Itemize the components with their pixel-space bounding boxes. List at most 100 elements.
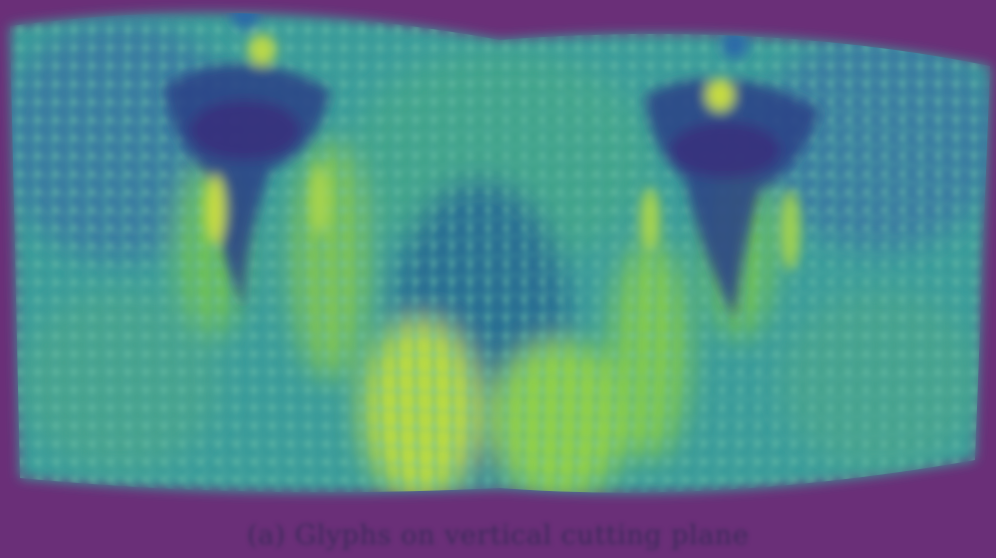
- glyph-dot: [845, 27, 851, 33]
- glyph-dot: [899, 477, 905, 483]
- glyph-dot: [575, 297, 581, 303]
- glyph-dot: [881, 405, 887, 411]
- glyph-dot: [107, 207, 113, 213]
- glyph-dot: [431, 243, 437, 249]
- glyph-dot: [179, 315, 185, 321]
- glyph-dot: [701, 387, 707, 393]
- glyph-dot: [377, 171, 383, 177]
- glyph-dot: [611, 279, 617, 285]
- glyph-dot: [197, 27, 203, 33]
- glyph-dot: [161, 171, 167, 177]
- glyph-dot: [143, 297, 149, 303]
- glyph-dot: [503, 153, 509, 159]
- glyph-dot: [557, 45, 563, 51]
- glyph-dot: [935, 243, 941, 249]
- glyph-dot: [521, 423, 527, 429]
- glyph-dot: [17, 63, 23, 69]
- glyph-dot: [971, 225, 977, 231]
- glyph-dot: [593, 81, 599, 87]
- glyph-dot: [197, 405, 203, 411]
- glyph-dot: [539, 117, 545, 123]
- glyph-dot: [359, 27, 365, 33]
- glyph-dot: [791, 45, 797, 51]
- glyph-dot: [161, 243, 167, 249]
- glyph-dot: [449, 81, 455, 87]
- glyph-dot: [683, 63, 689, 69]
- glyph-dot: [395, 45, 401, 51]
- glyph-dot: [809, 369, 815, 375]
- glyph-dot: [53, 261, 59, 267]
- glyph-dot: [161, 369, 167, 375]
- glyph-dot: [53, 405, 59, 411]
- glyph-dot: [629, 387, 635, 393]
- glyph-dot: [953, 99, 959, 105]
- glyph-dot: [953, 261, 959, 267]
- glyph-dot: [899, 153, 905, 159]
- glyph-dot: [53, 135, 59, 141]
- glyph-dot: [431, 63, 437, 69]
- glyph-dot: [269, 297, 275, 303]
- glyph-dot: [179, 207, 185, 213]
- glyph-dot: [485, 171, 491, 177]
- glyph-dot: [143, 423, 149, 429]
- glyph-dot: [161, 405, 167, 411]
- glyph-dot: [467, 189, 473, 195]
- glyph-dot: [215, 441, 221, 447]
- glyph-dot: [503, 315, 509, 321]
- glyph-dot: [449, 45, 455, 51]
- glyph-dot: [251, 297, 257, 303]
- glyph-dot: [935, 261, 941, 267]
- glyph-dot: [953, 387, 959, 393]
- glyph-dot: [809, 189, 815, 195]
- glyph-dot: [89, 45, 95, 51]
- glyph-dot: [53, 477, 59, 483]
- glyph-dot: [269, 279, 275, 285]
- glyph-dot: [467, 117, 473, 123]
- glyph-dot: [863, 423, 869, 429]
- glyph-dot: [341, 171, 347, 177]
- glyph-dot: [197, 477, 203, 483]
- glyph-dot: [485, 63, 491, 69]
- glyph-dot: [665, 387, 671, 393]
- glyph-dot: [197, 369, 203, 375]
- glyph-dot: [251, 441, 257, 447]
- glyph-dot: [431, 369, 437, 375]
- glyph-dot: [683, 441, 689, 447]
- glyph-dot: [179, 459, 185, 465]
- glyph-dot: [773, 315, 779, 321]
- glyph-dot: [773, 351, 779, 357]
- glyph-dot: [197, 261, 203, 267]
- glyph-dot: [665, 207, 671, 213]
- glyph-dot: [377, 423, 383, 429]
- glyph-dot: [845, 423, 851, 429]
- glyph-dot: [287, 261, 293, 267]
- glyph-dot: [665, 441, 671, 447]
- glyph-dot: [449, 225, 455, 231]
- glyph-dot: [665, 405, 671, 411]
- glyph-dot: [521, 387, 527, 393]
- glyph-dot: [305, 261, 311, 267]
- glyph-dot: [179, 63, 185, 69]
- glyph-dot: [557, 315, 563, 321]
- glyph-dot: [827, 117, 833, 123]
- glyph-dot: [809, 27, 815, 33]
- glyph-dot: [107, 81, 113, 87]
- glyph-dot: [107, 387, 113, 393]
- glyph-dot: [53, 99, 59, 105]
- glyph-dot: [953, 405, 959, 411]
- glyph-dot: [89, 225, 95, 231]
- glyph-dot: [629, 261, 635, 267]
- glyph-dot: [863, 351, 869, 357]
- glyph-dot: [593, 279, 599, 285]
- glyph-dot: [863, 279, 869, 285]
- glyph-dot: [485, 207, 491, 213]
- glyph-dot: [215, 261, 221, 267]
- glyph-dot: [35, 279, 41, 285]
- glyph-dot: [737, 477, 743, 483]
- glyph-dot: [35, 207, 41, 213]
- glyph-dot: [647, 423, 653, 429]
- glyph-dot: [827, 387, 833, 393]
- glyph-dot: [575, 261, 581, 267]
- glyph-dot: [269, 333, 275, 339]
- glyph-dot: [899, 63, 905, 69]
